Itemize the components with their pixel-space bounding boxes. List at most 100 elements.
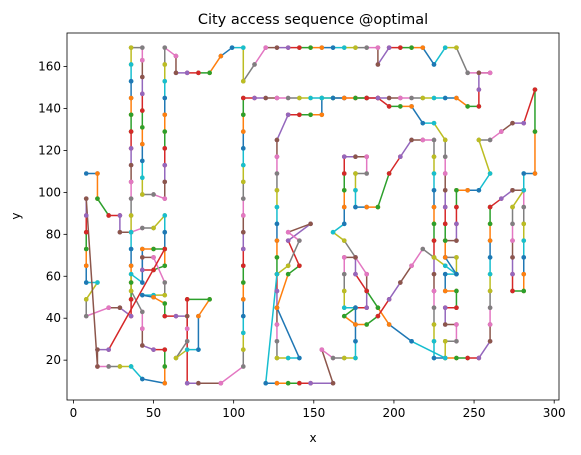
route-segment <box>343 306 357 317</box>
city-point <box>341 95 347 101</box>
city-point <box>442 338 448 344</box>
city-point <box>409 137 414 143</box>
city-point <box>151 255 156 260</box>
city-point <box>341 45 347 50</box>
city-point <box>128 162 134 168</box>
city-point <box>330 380 336 386</box>
city-point <box>420 45 426 50</box>
city-point <box>162 62 168 67</box>
route-segment <box>410 248 424 267</box>
city-point <box>431 62 437 67</box>
city-point <box>341 355 347 361</box>
city-markers <box>83 45 538 386</box>
city-point <box>162 129 168 134</box>
city-point <box>454 45 459 50</box>
route-segment <box>141 378 166 384</box>
city-point <box>240 280 246 285</box>
city-point <box>386 95 392 101</box>
city-point <box>353 271 358 277</box>
city-point <box>341 238 347 243</box>
route-segment <box>511 189 525 208</box>
city-point <box>431 355 437 361</box>
city-point <box>240 313 246 319</box>
city-point <box>128 229 134 235</box>
city-point <box>532 171 538 176</box>
city-point <box>386 322 392 327</box>
city-point <box>341 221 347 227</box>
route-segment <box>119 306 132 317</box>
city-point <box>465 187 470 193</box>
route-segment <box>478 139 491 175</box>
city-point <box>442 204 448 210</box>
city-point <box>442 95 448 101</box>
city-point <box>398 95 403 101</box>
city-point <box>353 255 358 260</box>
x-tick-label: 150 <box>302 406 325 420</box>
city-point <box>420 120 426 126</box>
city-point <box>162 292 168 298</box>
city-point <box>353 154 358 160</box>
city-point <box>117 229 123 235</box>
city-point <box>240 45 246 50</box>
route-segment <box>388 323 413 343</box>
city-point <box>521 187 527 193</box>
city-point <box>297 238 302 243</box>
city-point <box>431 187 437 193</box>
city-point <box>106 347 111 352</box>
city-point <box>341 288 347 294</box>
route-segment <box>399 139 413 158</box>
y-tick-label: 140 <box>38 101 61 115</box>
city-point <box>431 338 437 344</box>
route-segment <box>287 223 312 242</box>
city-point <box>532 87 538 92</box>
y-tick-label: 80 <box>46 227 61 241</box>
city-point <box>364 171 369 176</box>
route-segment <box>399 265 413 284</box>
route-segment <box>444 256 458 275</box>
route-segment <box>208 55 222 74</box>
city-point <box>341 271 347 277</box>
route-segment <box>321 348 334 384</box>
city-point <box>207 297 212 302</box>
city-point <box>442 187 448 193</box>
city-point <box>240 146 246 151</box>
city-point <box>341 171 347 176</box>
city-point <box>454 271 459 277</box>
city-point <box>442 271 448 277</box>
city-point <box>487 338 493 344</box>
route-segment <box>96 197 110 217</box>
city-point <box>128 196 134 201</box>
city-point <box>184 313 190 319</box>
city-point <box>162 229 168 235</box>
city-point <box>117 305 123 311</box>
city-point <box>173 355 179 361</box>
city-point <box>510 221 515 227</box>
city-point <box>330 45 336 50</box>
city-point <box>128 45 134 50</box>
city-point <box>218 53 224 59</box>
route-segment <box>220 46 233 57</box>
city-point <box>184 326 190 331</box>
city-point <box>274 95 280 101</box>
city-point <box>140 175 145 181</box>
city-point <box>297 263 302 269</box>
city-point <box>431 255 437 260</box>
city-point <box>274 380 280 386</box>
city-point <box>375 45 381 50</box>
city-point <box>409 95 414 101</box>
city-point <box>151 225 156 231</box>
route-segment <box>444 265 458 275</box>
city-point <box>240 229 246 235</box>
city-point <box>442 255 448 260</box>
city-point <box>151 246 156 252</box>
city-point <box>151 347 156 352</box>
city-point <box>285 355 291 361</box>
city-point <box>95 280 100 285</box>
city-point <box>240 330 246 336</box>
city-point <box>140 280 145 285</box>
city-point <box>375 204 381 210</box>
city-point <box>476 87 482 92</box>
city-point <box>128 364 134 369</box>
city-point <box>240 263 246 269</box>
